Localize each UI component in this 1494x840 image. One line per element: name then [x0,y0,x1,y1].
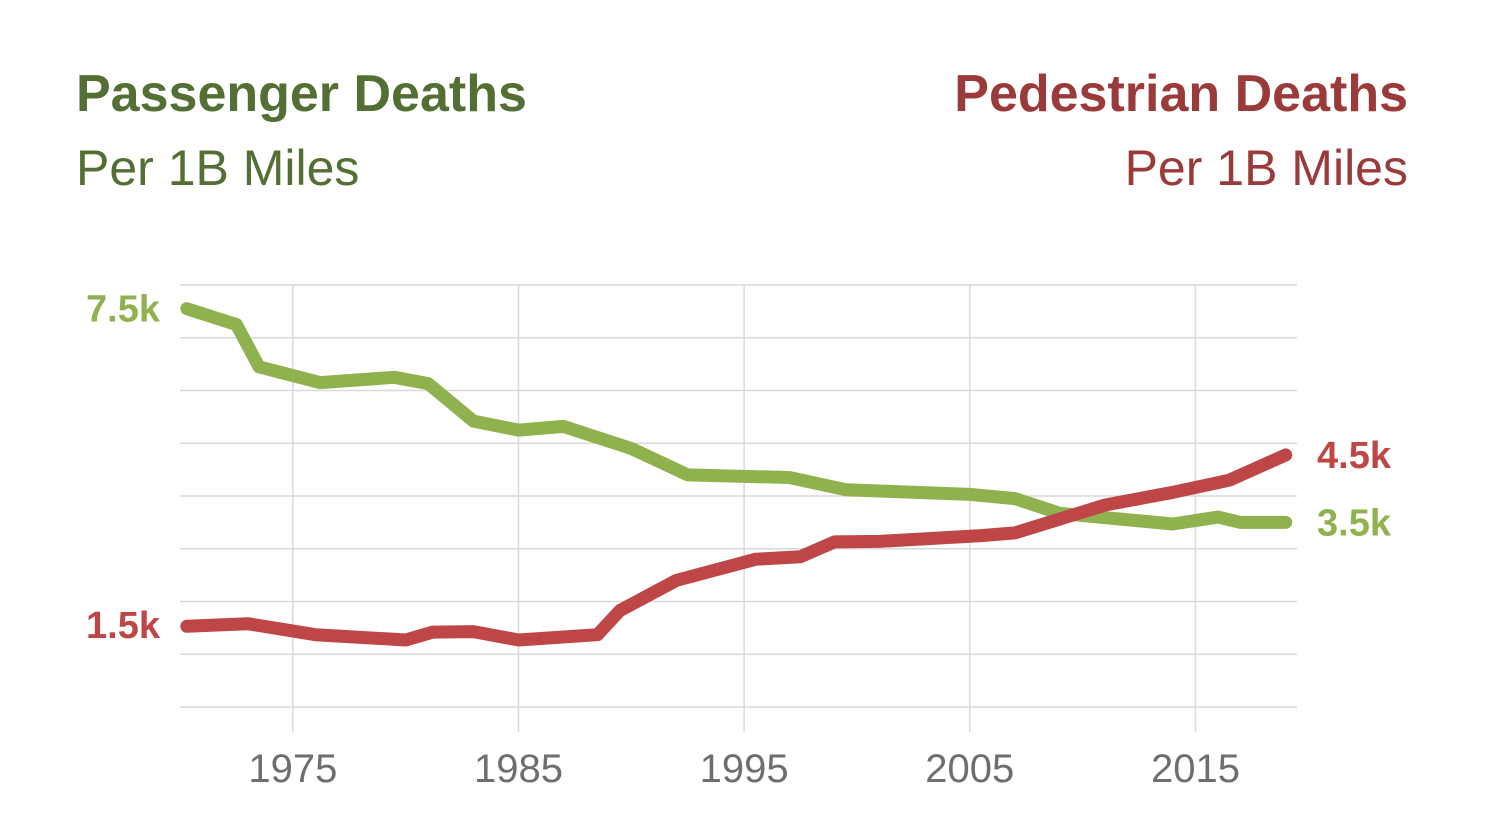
passenger-title: Passenger Deaths [76,65,527,123]
passenger-subtitle: Per 1B Miles [76,140,360,196]
pedestrian-title: Pedestrian Deaths [954,65,1408,123]
pedestrian-deaths-start-label: 1.5k [86,605,161,647]
x-tick-label: 1985 [474,747,563,791]
passenger-deaths-end-label: 3.5k [1317,502,1392,544]
passenger-deaths-start-label: 7.5k [86,289,161,331]
pedestrian-subtitle: Per 1B Miles [1124,140,1408,196]
passenger-deaths-line [180,302,1293,531]
x-tick-label: 1995 [700,747,789,791]
pedestrian-deaths-end-label: 4.5k [1317,435,1392,477]
x-tick-label: 2005 [925,747,1014,791]
x-tick-label: 1975 [248,747,337,791]
x-tick-label: 2015 [1151,747,1240,791]
pedestrian-deaths-line [180,448,1293,647]
